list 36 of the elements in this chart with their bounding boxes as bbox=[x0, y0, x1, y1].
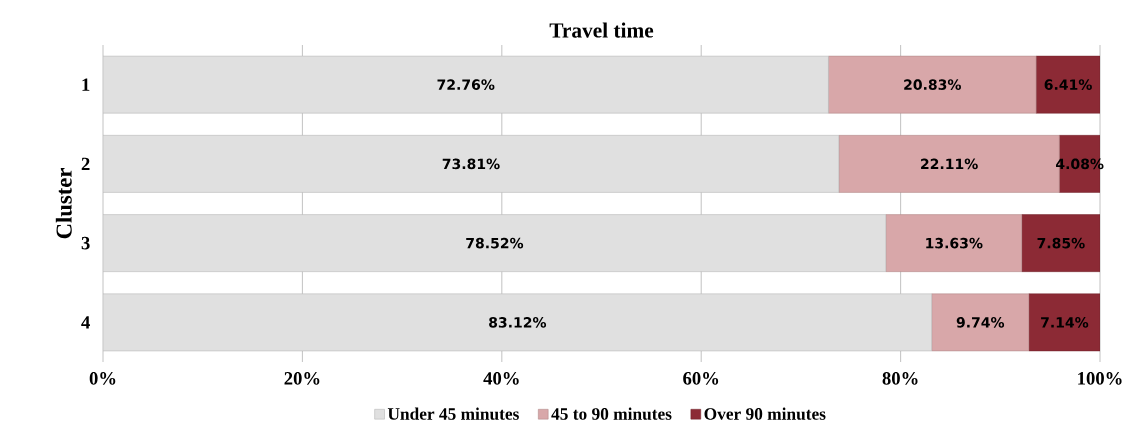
data-label: 22.11% bbox=[921, 158, 978, 170]
data-label: 6.41% bbox=[1044, 79, 1092, 90]
bar bbox=[1035, 55, 1101, 114]
y-tick-label: 4 bbox=[81, 316, 90, 329]
bar bbox=[885, 214, 1023, 272]
bar bbox=[103, 55, 829, 114]
x-tick-label: 20% bbox=[284, 372, 320, 385]
x-tick-label: 60% bbox=[683, 372, 719, 385]
data-label: 13.63% bbox=[926, 237, 983, 249]
y-tick-label: 1 bbox=[82, 78, 90, 91]
legend-label: Over 90 minutes bbox=[704, 407, 826, 420]
x-tick-label: 80% bbox=[882, 372, 918, 385]
data-label: 73.81% bbox=[442, 158, 500, 170]
data-label: 20.83% bbox=[904, 79, 961, 90]
x-tick-label: 100% bbox=[1078, 372, 1122, 385]
data-label: 72.76% bbox=[437, 79, 495, 90]
bar bbox=[1021, 214, 1101, 272]
bar bbox=[103, 214, 887, 272]
y-tick-label: 2 bbox=[81, 157, 90, 171]
bar bbox=[103, 293, 932, 352]
data-label: 9.74% bbox=[956, 317, 1005, 328]
x-tick-label: 40% bbox=[483, 372, 519, 385]
bar bbox=[931, 293, 1030, 352]
y-tick-label: 3 bbox=[81, 236, 90, 250]
data-label: 83.12% bbox=[489, 317, 547, 328]
data-label: 7.14% bbox=[1041, 317, 1089, 328]
bar bbox=[828, 55, 1037, 114]
y-axis-title: Cluster bbox=[55, 168, 72, 239]
data-label: 7.85% bbox=[1037, 237, 1085, 249]
legend-label: 45 to 90 minutes bbox=[551, 407, 672, 420]
x-tick-label: 0% bbox=[89, 372, 116, 385]
legend-label: Under 45 minutes bbox=[387, 407, 519, 420]
bar bbox=[1028, 293, 1101, 352]
chart-title: Travel time bbox=[549, 22, 654, 38]
data-label: 78.52% bbox=[466, 237, 524, 249]
bar bbox=[103, 135, 840, 193]
